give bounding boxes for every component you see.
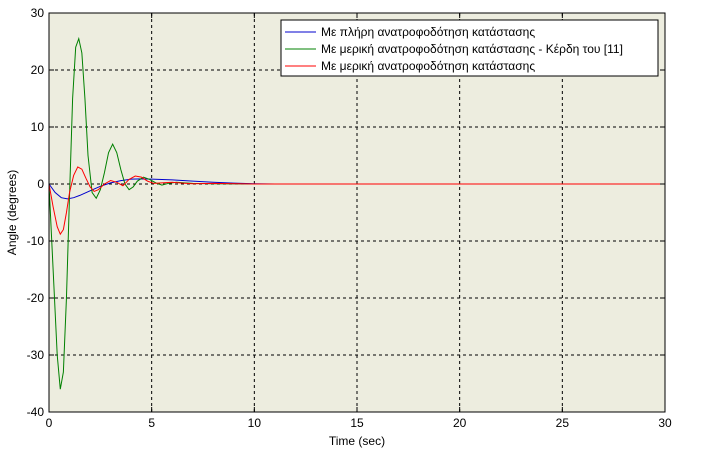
x-tick-label-3: 15 [350,416,364,430]
y-tick-label-6: 20 [31,63,45,77]
x-tick-label-6: 30 [658,416,672,430]
x-tick-label-5: 25 [556,416,570,430]
y-tick-label-5: 10 [31,120,45,134]
y-tick-label-0: -40 [27,405,45,419]
ticks: 0 5 10 15 20 25 30 -40 -30 -20 -10 0 10 20 30 [27,6,672,430]
y-tick-label-4: 0 [37,177,44,191]
y-tick-label-3: -10 [27,234,45,248]
legend-label-partial-feedback: Με μερική ανατροφοδότηση κατάστασης [321,59,535,73]
legend-label-full-feedback: Με πλήρη ανατροφοδότηση κατάστασης [321,25,535,39]
x-tick-label-2: 10 [248,416,262,430]
y-tick-label-2: -20 [27,291,45,305]
x-tick-label-1: 5 [148,416,155,430]
legend-label-partial-feedback-gains: Με μερική ανατροφοδότηση κατάστασης - Κέ… [321,42,623,56]
series-group [48,36,665,390]
legend-entry-full-feedback: Με πλήρη ανατροφοδότηση κατάστασης [285,25,535,39]
y-tick-label-7: 30 [31,6,45,20]
y-axis-label: Angle (degrees) [5,170,19,255]
legend-entry-partial-feedback-gains: Με μερική ανατροφοδότηση κατάστασης - Κέ… [285,42,623,56]
x-tick-label-4: 20 [453,416,467,430]
legend-box [280,19,659,77]
legend-entry-partial-feedback: Με μερική ανατροφοδότηση κατάστασης [285,59,535,73]
y-tick-label-1: -30 [27,348,45,362]
series-line-2 [48,166,665,236]
legend: Με πλήρη ανατροφοδότηση κατάστασης Με με… [280,19,659,77]
x-tick-label-0: 0 [46,416,53,430]
x-axis-label: Time (sec) [329,434,385,448]
